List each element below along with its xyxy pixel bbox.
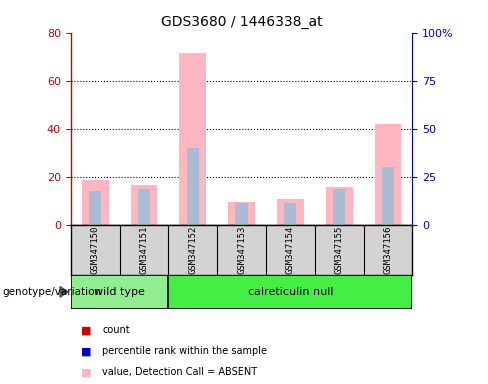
Text: GSM347152: GSM347152	[188, 225, 197, 274]
Bar	[71, 275, 168, 309]
Text: GSM347154: GSM347154	[286, 225, 295, 274]
Polygon shape	[60, 286, 68, 297]
Text: GSM347153: GSM347153	[237, 225, 246, 274]
Text: GSM347151: GSM347151	[140, 225, 148, 274]
Text: GSM347156: GSM347156	[384, 225, 392, 274]
Text: calreticulin null: calreticulin null	[247, 287, 333, 297]
Bar	[138, 189, 150, 225]
Bar	[180, 53, 206, 225]
Bar	[235, 203, 247, 225]
Bar	[168, 275, 412, 309]
Bar	[131, 185, 157, 225]
Text: ■: ■	[81, 346, 91, 356]
Bar	[326, 187, 352, 225]
Text: ■: ■	[81, 367, 91, 377]
Text: ■: ■	[81, 325, 91, 335]
Bar	[82, 180, 108, 225]
Bar	[277, 199, 304, 225]
Text: percentile rank within the sample: percentile rank within the sample	[102, 346, 267, 356]
Bar	[284, 203, 297, 225]
Bar	[228, 202, 255, 225]
Text: wild type: wild type	[94, 287, 145, 297]
Text: value, Detection Call = ABSENT: value, Detection Call = ABSENT	[102, 367, 258, 377]
Bar	[186, 148, 199, 225]
Bar	[382, 167, 394, 225]
Text: GSM347150: GSM347150	[91, 225, 100, 274]
Bar	[333, 189, 345, 225]
Text: GSM347155: GSM347155	[335, 225, 344, 274]
Bar	[89, 191, 102, 225]
Bar	[375, 124, 401, 225]
Text: count: count	[102, 325, 130, 335]
Text: genotype/variation: genotype/variation	[2, 287, 102, 297]
Title: GDS3680 / 1446338_at: GDS3680 / 1446338_at	[161, 15, 323, 29]
